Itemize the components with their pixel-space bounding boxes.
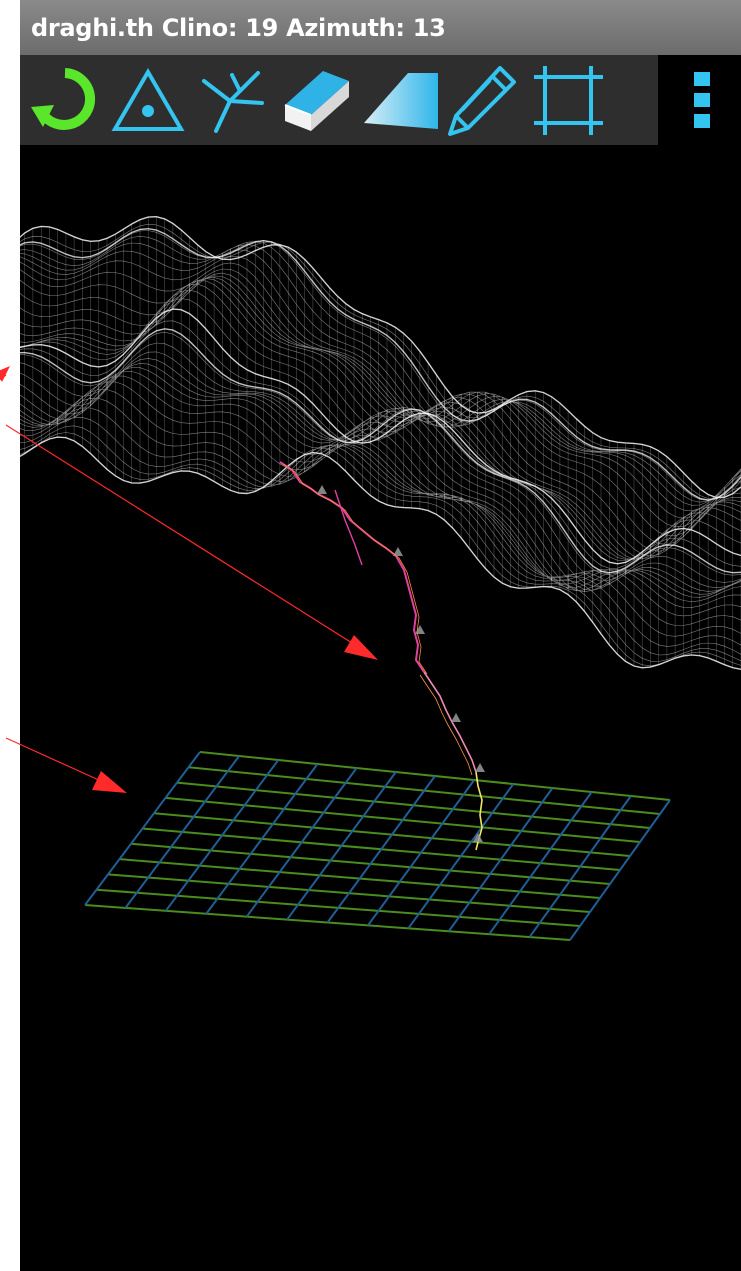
overflow-menu-icon [694,72,710,128]
annotation-arrow-terrain [0,366,10,382]
frame-icon [534,66,603,135]
splays-button[interactable] [196,55,268,145]
reset-view-icon [31,68,95,130]
toolbar [20,55,658,145]
eraser-button[interactable] [278,55,354,145]
surface-icon [364,73,438,129]
eraser-icon [284,71,349,131]
3d-viewport[interactable] [20,145,741,1271]
reset-view-button[interactable] [26,55,104,145]
station-triangle-icon [111,68,185,131]
overflow-menu-area [658,55,741,145]
reference-grid-plane [84,751,671,941]
title-bar: draghi.th Clino: 19 Azimuth: 13 [20,0,741,55]
pencil-icon [448,66,516,136]
cave-survey-polyline [279,461,485,851]
surface-button[interactable] [360,55,440,145]
frame-button[interactable] [530,55,606,145]
overflow-menu-button[interactable] [680,55,724,145]
splay-legs-icon [202,71,264,133]
view-status-title: draghi.th Clino: 19 Azimuth: 13 [31,13,446,42]
draw-button[interactable] [440,55,524,145]
terrain-dem-mesh [20,215,741,670]
3d-scene [20,215,741,941]
station-button[interactable] [110,55,186,145]
